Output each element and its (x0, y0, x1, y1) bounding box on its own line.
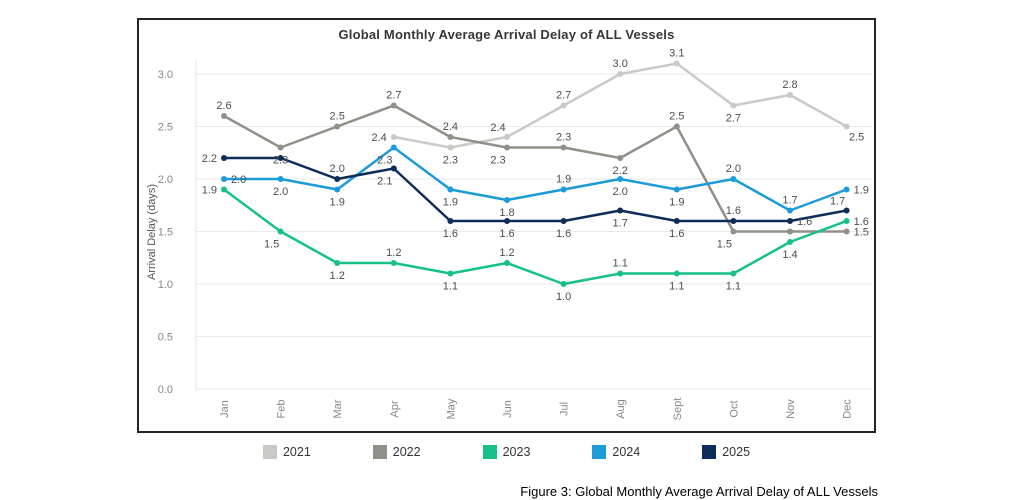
svg-text:2.7: 2.7 (386, 90, 401, 102)
legend-swatch-2023 (482, 445, 497, 459)
svg-text:2.3: 2.3 (443, 155, 458, 167)
legend-label: 2023 (502, 445, 531, 459)
svg-text:2.3: 2.3 (377, 155, 392, 167)
svg-text:1.7: 1.7 (782, 195, 797, 207)
svg-text:1.0: 1.0 (158, 279, 173, 291)
svg-text:Jan: Jan (219, 400, 231, 418)
svg-text:1.5: 1.5 (854, 227, 869, 239)
svg-text:3.0: 3.0 (158, 69, 173, 81)
chart-legend: 2021 2022 2023 2024 2025 (137, 445, 876, 459)
svg-text:1.6: 1.6 (499, 228, 514, 240)
svg-text:3.0: 3.0 (613, 58, 628, 70)
svg-text:2.0: 2.0 (231, 174, 246, 186)
svg-text:2.2: 2.2 (613, 165, 628, 177)
svg-text:1.9: 1.9 (669, 197, 684, 209)
svg-text:1.5: 1.5 (158, 227, 173, 239)
svg-text:2.3: 2.3 (273, 155, 288, 167)
svg-text:2.4: 2.4 (372, 132, 387, 144)
legend-item-2021[interactable]: 2021 (262, 445, 311, 459)
legend-label: 2025 (722, 445, 751, 459)
svg-text:1.0: 1.0 (556, 291, 571, 303)
svg-text:1.9: 1.9 (443, 197, 458, 209)
legend-item-2025[interactable]: 2025 (702, 445, 750, 459)
svg-text:1.2: 1.2 (499, 247, 514, 259)
svg-text:1.8: 1.8 (499, 207, 514, 219)
legend-item-2022[interactable]: 2022 (372, 445, 421, 459)
legend-swatch-2022 (372, 445, 387, 459)
svg-text:2.2: 2.2 (202, 153, 217, 165)
svg-text:Aug: Aug (615, 399, 627, 419)
svg-text:1.9: 1.9 (556, 174, 571, 186)
svg-text:Arrival Delay (days): Arrival Delay (days) (146, 184, 158, 280)
svg-text:May: May (445, 398, 457, 419)
svg-text:1.6: 1.6 (854, 216, 869, 228)
svg-text:Jul: Jul (559, 402, 571, 416)
legend-item-2023[interactable]: 2023 (482, 445, 531, 459)
chart-plot: 0.0 0.5 1.0 1.5 2.0 2.5 3.0 Arrival Delay (days… (146, 48, 872, 421)
svg-text:2.0: 2.0 (726, 163, 741, 175)
svg-text:1.9: 1.9 (330, 197, 345, 209)
svg-text:1.9: 1.9 (202, 185, 217, 197)
svg-text:0.0: 0.0 (158, 384, 173, 396)
svg-text:1.5: 1.5 (717, 239, 732, 251)
legend-swatch-2025 (702, 445, 717, 459)
svg-text:2.8: 2.8 (782, 79, 797, 91)
legend-swatch-2024 (592, 445, 607, 459)
svg-text:2.7: 2.7 (726, 113, 741, 125)
chart-title: Global Monthly Average Arrival Delay of … (338, 27, 675, 42)
svg-text:Feb: Feb (276, 400, 288, 419)
legend-swatch-2021 (262, 445, 277, 459)
svg-text:1.7: 1.7 (613, 218, 628, 230)
legend-label: 2021 (282, 445, 311, 459)
svg-text:Apr: Apr (389, 400, 401, 417)
svg-text:1.1: 1.1 (669, 281, 684, 293)
svg-text:2.5: 2.5 (669, 111, 684, 123)
svg-text:1.6: 1.6 (443, 228, 458, 240)
svg-text:2.0: 2.0 (330, 163, 345, 175)
svg-text:Nov: Nov (785, 399, 797, 419)
svg-text:1.1: 1.1 (726, 281, 741, 293)
svg-text:1.6: 1.6 (797, 216, 812, 228)
legend-item-2024[interactable]: 2024 (592, 445, 640, 459)
svg-text:1.6: 1.6 (669, 228, 684, 240)
svg-text:2.6: 2.6 (216, 100, 231, 112)
svg-text:2.5: 2.5 (849, 132, 864, 144)
svg-text:2.0: 2.0 (158, 174, 173, 186)
legend-label: 2022 (392, 445, 421, 459)
svg-text:0.5: 0.5 (158, 332, 173, 344)
svg-text:2.3: 2.3 (490, 155, 505, 167)
figure-caption: Figure 3: Global Monthly Average Arrival… (520, 484, 878, 499)
svg-text:Mar: Mar (332, 399, 344, 418)
svg-text:Sept: Sept (672, 398, 684, 421)
svg-text:1.7: 1.7 (830, 196, 845, 208)
svg-text:1.6: 1.6 (556, 228, 571, 240)
svg-text:1.4: 1.4 (782, 249, 797, 261)
svg-text:2.0: 2.0 (613, 186, 628, 198)
svg-text:2.5: 2.5 (330, 111, 345, 123)
svg-text:2.0: 2.0 (273, 186, 288, 198)
svg-text:2.4: 2.4 (490, 122, 505, 134)
svg-text:1.1: 1.1 (443, 281, 458, 293)
svg-text:2.3: 2.3 (556, 132, 571, 144)
svg-text:Dec: Dec (842, 399, 854, 419)
svg-text:2.1: 2.1 (377, 176, 392, 188)
chart-panel: 0.0 0.5 1.0 1.5 2.0 2.5 3.0 Arrival Delay (days… (137, 18, 876, 433)
svg-text:2.5: 2.5 (158, 122, 173, 134)
svg-text:1.5: 1.5 (264, 239, 279, 251)
legend-label: 2024 (612, 445, 641, 459)
svg-text:1.2: 1.2 (330, 270, 345, 282)
svg-text:2.4: 2.4 (443, 121, 458, 133)
svg-text:1.2: 1.2 (386, 247, 401, 259)
svg-text:Oct: Oct (728, 400, 740, 417)
svg-text:3.1: 3.1 (669, 48, 684, 60)
svg-text:1.1: 1.1 (613, 258, 628, 270)
svg-text:1.6: 1.6 (726, 205, 741, 217)
svg-text:Jun: Jun (502, 400, 514, 418)
svg-text:1.9: 1.9 (854, 185, 869, 197)
svg-text:2.7: 2.7 (556, 90, 571, 102)
